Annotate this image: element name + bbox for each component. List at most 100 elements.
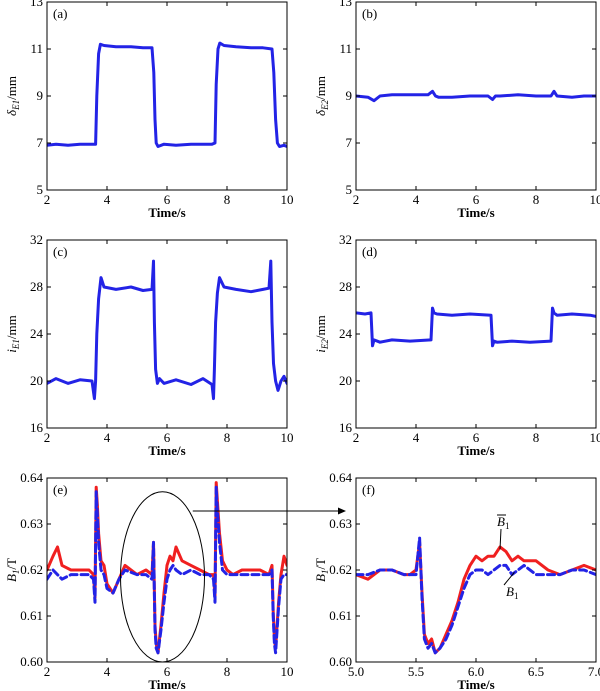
y-tick-label: 11: [30, 41, 43, 56]
y-tick-label: 16: [30, 420, 44, 435]
x-tick-label: 8: [533, 430, 540, 445]
x-axis-label: Time/s: [457, 205, 494, 220]
y-tick-label: 0.62: [329, 562, 352, 577]
y-tick-label: 0.64: [329, 470, 352, 485]
plot-frame: [46, 239, 288, 429]
x-axis-label: Time/s: [148, 205, 185, 220]
y-tick-label: 13: [30, 0, 43, 9]
y-tick-label: 24: [30, 326, 44, 341]
y-tick-label: 16: [339, 420, 353, 435]
x-tick-label: 8: [224, 664, 231, 679]
x-tick-label: 2: [353, 192, 360, 207]
series-line-red: [356, 540, 596, 655]
x-tick-label: 4: [104, 664, 111, 679]
y-axis-label: δE2/mm: [313, 76, 330, 116]
x-tick-label: 10: [281, 430, 294, 445]
panel-label: (f): [362, 482, 375, 497]
x-tick-label: 10: [281, 664, 294, 679]
panel-label: (c): [53, 244, 67, 259]
x-tick-label: 4: [104, 430, 111, 445]
panel-label: (b): [362, 6, 377, 21]
series-line-blue: [47, 259, 287, 401]
series-line-blue: [356, 536, 596, 655]
x-tick-label: 10: [590, 192, 600, 207]
x-tick-label: 5.5: [408, 664, 424, 679]
x-tick-label: 2: [353, 430, 360, 445]
y-axis-label: B1/T: [313, 558, 330, 582]
legend-leader-line: [503, 571, 515, 586]
y-tick-label: 0.61: [329, 608, 352, 623]
y-tick-label: 20: [30, 373, 43, 388]
x-axis-label: Time/s: [457, 443, 494, 458]
x-tick-label: 10: [281, 192, 294, 207]
panel-label: (d): [362, 244, 377, 259]
y-tick-label: 32: [339, 232, 352, 247]
x-tick-label: 6: [164, 664, 171, 679]
x-tick-label: 4: [413, 430, 420, 445]
series-line-blue: [47, 41, 287, 148]
plot-frame: [355, 239, 597, 429]
y-tick-label: 0.63: [329, 516, 352, 531]
x-tick-label: 10: [590, 430, 600, 445]
x-axis-label: Time/s: [148, 677, 185, 691]
chart-panel: 2 4 6 8 10 5 7 9 11 13 Time/s δE1/mm (a): [4, 0, 294, 220]
x-tick-label: 2: [44, 192, 51, 207]
x-tick-label: 2: [44, 664, 51, 679]
x-tick-label: 4: [413, 192, 420, 207]
x-axis-label: Time/s: [457, 677, 494, 691]
x-tick-label: 6.0: [468, 664, 484, 679]
y-tick-label: 0.63: [20, 516, 43, 531]
zoom-ellipse: [120, 491, 205, 663]
y-tick-label: 0.60: [329, 654, 352, 669]
chart-panel: 5.0 5.5 6.0 6.5 7.0 0.60 0.61 0.62 0.63 0.64 Time/…: [313, 470, 600, 691]
x-tick-label: 6.5: [528, 664, 544, 679]
x-tick-label: 7.0: [588, 664, 600, 679]
x-tick-label: 5.0: [348, 664, 364, 679]
y-tick-label: 32: [30, 232, 43, 247]
y-axis-label: iE1/mm: [4, 315, 21, 352]
y-tick-label: 0.60: [20, 654, 43, 669]
chart-panel: 2 4 6 8 10 5 7 9 11 13 Time/s δE2/mm (b): [313, 0, 600, 220]
zoom-arrow-head: [338, 507, 346, 515]
x-tick-label: 8: [533, 192, 540, 207]
y-tick-label: 7: [37, 135, 44, 150]
legend-label: B1: [506, 584, 518, 601]
x-tick-label: 8: [224, 430, 231, 445]
y-tick-label: 0.64: [20, 470, 43, 485]
y-tick-label: 13: [339, 0, 352, 9]
y-axis-label: δE1/mm: [4, 76, 21, 116]
y-axis-label: B1/T: [4, 558, 21, 582]
y-tick-label: 5: [37, 182, 44, 197]
y-tick-label: 24: [339, 326, 353, 341]
panel-label: (a): [53, 6, 67, 21]
y-tick-label: 0.61: [20, 608, 43, 623]
y-tick-label: 20: [339, 373, 352, 388]
series-line-blue: [356, 89, 596, 103]
y-tick-label: 9: [346, 88, 353, 103]
y-tick-label: 11: [339, 41, 352, 56]
y-tick-label: 9: [37, 88, 44, 103]
y-tick-label: 5: [346, 182, 353, 197]
y-tick-label: 7: [346, 135, 353, 150]
panel-label: (e): [53, 482, 67, 497]
series-line-blue: [356, 306, 596, 348]
x-tick-label: 4: [104, 192, 111, 207]
x-tick-label: 2: [44, 430, 51, 445]
legend-label: B1: [497, 514, 509, 531]
x-tick-label: 6: [164, 192, 171, 207]
y-tick-label: 28: [339, 279, 352, 294]
y-tick-label: 28: [30, 279, 43, 294]
series-line-blue: [47, 485, 287, 655]
x-axis-label: Time/s: [148, 443, 185, 458]
x-tick-label: 6: [473, 192, 480, 207]
plot-frame: [46, 1, 288, 191]
legend-leader-line: [499, 528, 502, 550]
x-tick-label: 6: [164, 430, 171, 445]
x-tick-label: 6: [473, 430, 480, 445]
y-axis-label: iE2/mm: [313, 315, 330, 352]
chart-panel: 2 4 6 8 10 0.60 0.61 0.62 0.63 0.64 Time/s B1/T (e): [4, 470, 346, 691]
series-line-red: [47, 481, 287, 655]
